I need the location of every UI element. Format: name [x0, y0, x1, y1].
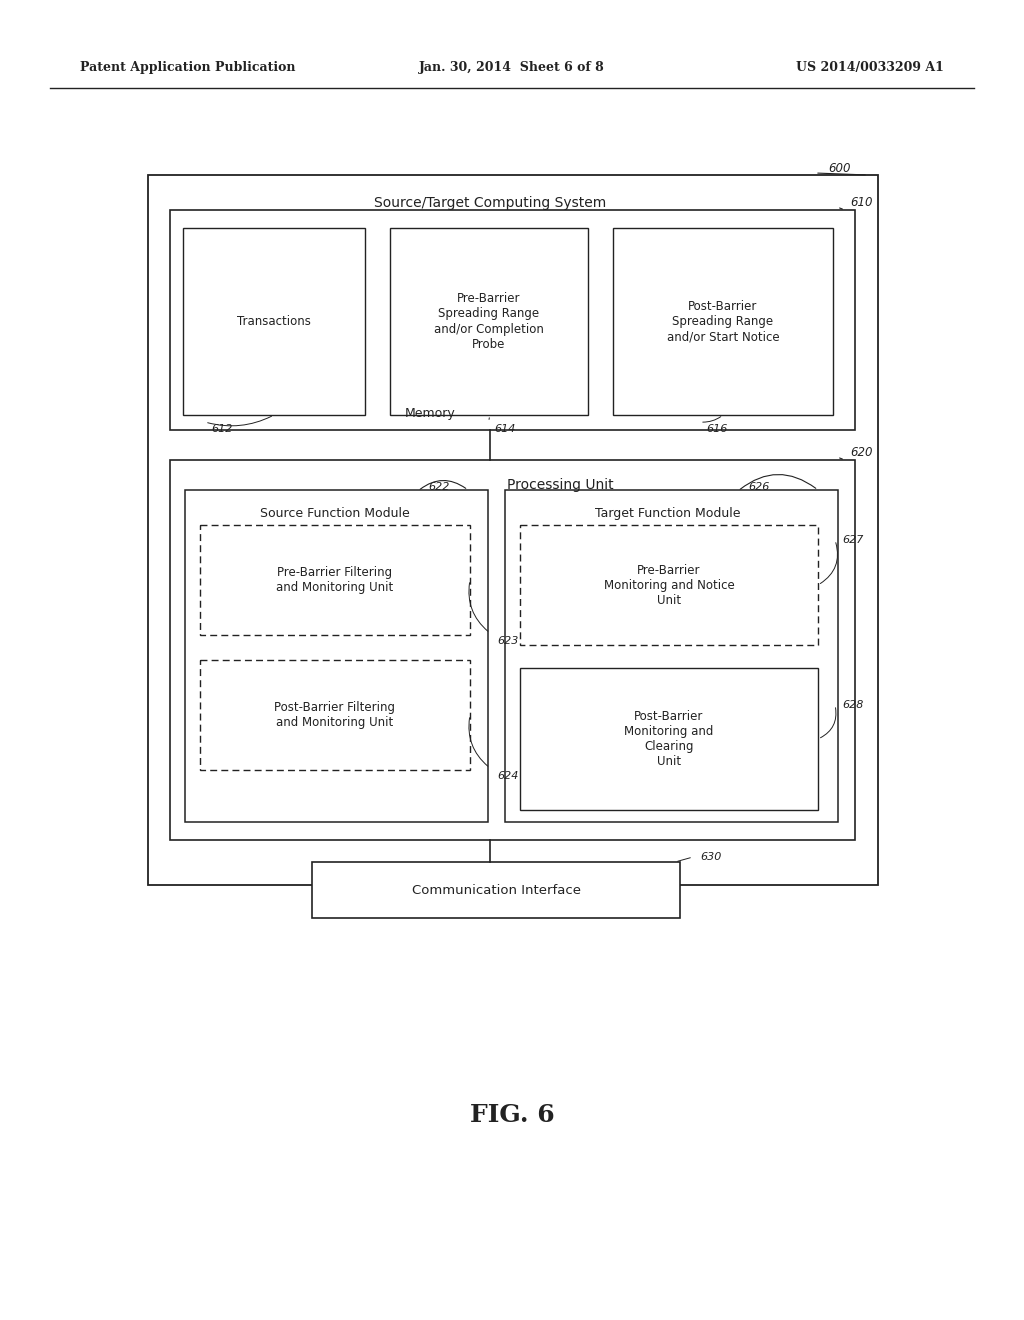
- Bar: [613, 228, 833, 414]
- Text: Pre-Barrier
Monitoring and Notice
Unit: Pre-Barrier Monitoring and Notice Unit: [603, 564, 734, 606]
- Bar: [520, 668, 818, 810]
- Text: 622: 622: [428, 482, 450, 492]
- Text: 624: 624: [497, 771, 518, 781]
- Text: 630: 630: [700, 851, 721, 862]
- Text: Target Function Module: Target Function Module: [595, 507, 740, 520]
- Text: Patent Application Publication: Patent Application Publication: [80, 62, 296, 74]
- Text: 623: 623: [497, 636, 518, 645]
- Text: Post-Barrier
Spreading Range
and/or Start Notice: Post-Barrier Spreading Range and/or Star…: [667, 300, 779, 343]
- Text: Processing Unit: Processing Unit: [507, 478, 613, 492]
- Bar: [520, 525, 818, 645]
- Bar: [183, 228, 365, 414]
- Text: Source/Target Computing System: Source/Target Computing System: [374, 195, 606, 210]
- Text: US 2014/0033209 A1: US 2014/0033209 A1: [796, 62, 944, 74]
- Bar: [200, 660, 470, 770]
- Text: 627: 627: [842, 535, 863, 545]
- Text: 616: 616: [706, 424, 727, 434]
- Text: 614: 614: [494, 424, 515, 434]
- Text: Pre-Barrier
Spreading Range
and/or Completion
Probe: Pre-Barrier Spreading Range and/or Compl…: [434, 293, 544, 351]
- Bar: [505, 490, 838, 822]
- Text: 612: 612: [211, 424, 232, 434]
- Text: Memory: Memory: [404, 407, 456, 420]
- Text: Post-Barrier Filtering
and Monitoring Unit: Post-Barrier Filtering and Monitoring Un…: [274, 701, 395, 729]
- Bar: [390, 228, 588, 414]
- Bar: [170, 459, 855, 840]
- Text: Jan. 30, 2014  Sheet 6 of 8: Jan. 30, 2014 Sheet 6 of 8: [419, 62, 605, 74]
- Text: Communication Interface: Communication Interface: [412, 883, 581, 896]
- Text: 610: 610: [850, 195, 872, 209]
- Bar: [148, 176, 878, 884]
- Text: 626: 626: [748, 482, 769, 492]
- Text: Pre-Barrier Filtering
and Monitoring Unit: Pre-Barrier Filtering and Monitoring Uni…: [276, 566, 393, 594]
- Bar: [170, 210, 855, 430]
- Text: Transactions: Transactions: [238, 315, 311, 327]
- Bar: [312, 862, 680, 917]
- Text: 628: 628: [842, 700, 863, 710]
- Bar: [185, 490, 488, 822]
- Text: 600: 600: [828, 161, 851, 174]
- Text: Post-Barrier
Monitoring and
Clearing
Unit: Post-Barrier Monitoring and Clearing Uni…: [625, 710, 714, 768]
- Text: FIG. 6: FIG. 6: [470, 1104, 554, 1127]
- Text: 620: 620: [850, 446, 872, 458]
- Text: Source Function Module: Source Function Module: [260, 507, 410, 520]
- Bar: [200, 525, 470, 635]
